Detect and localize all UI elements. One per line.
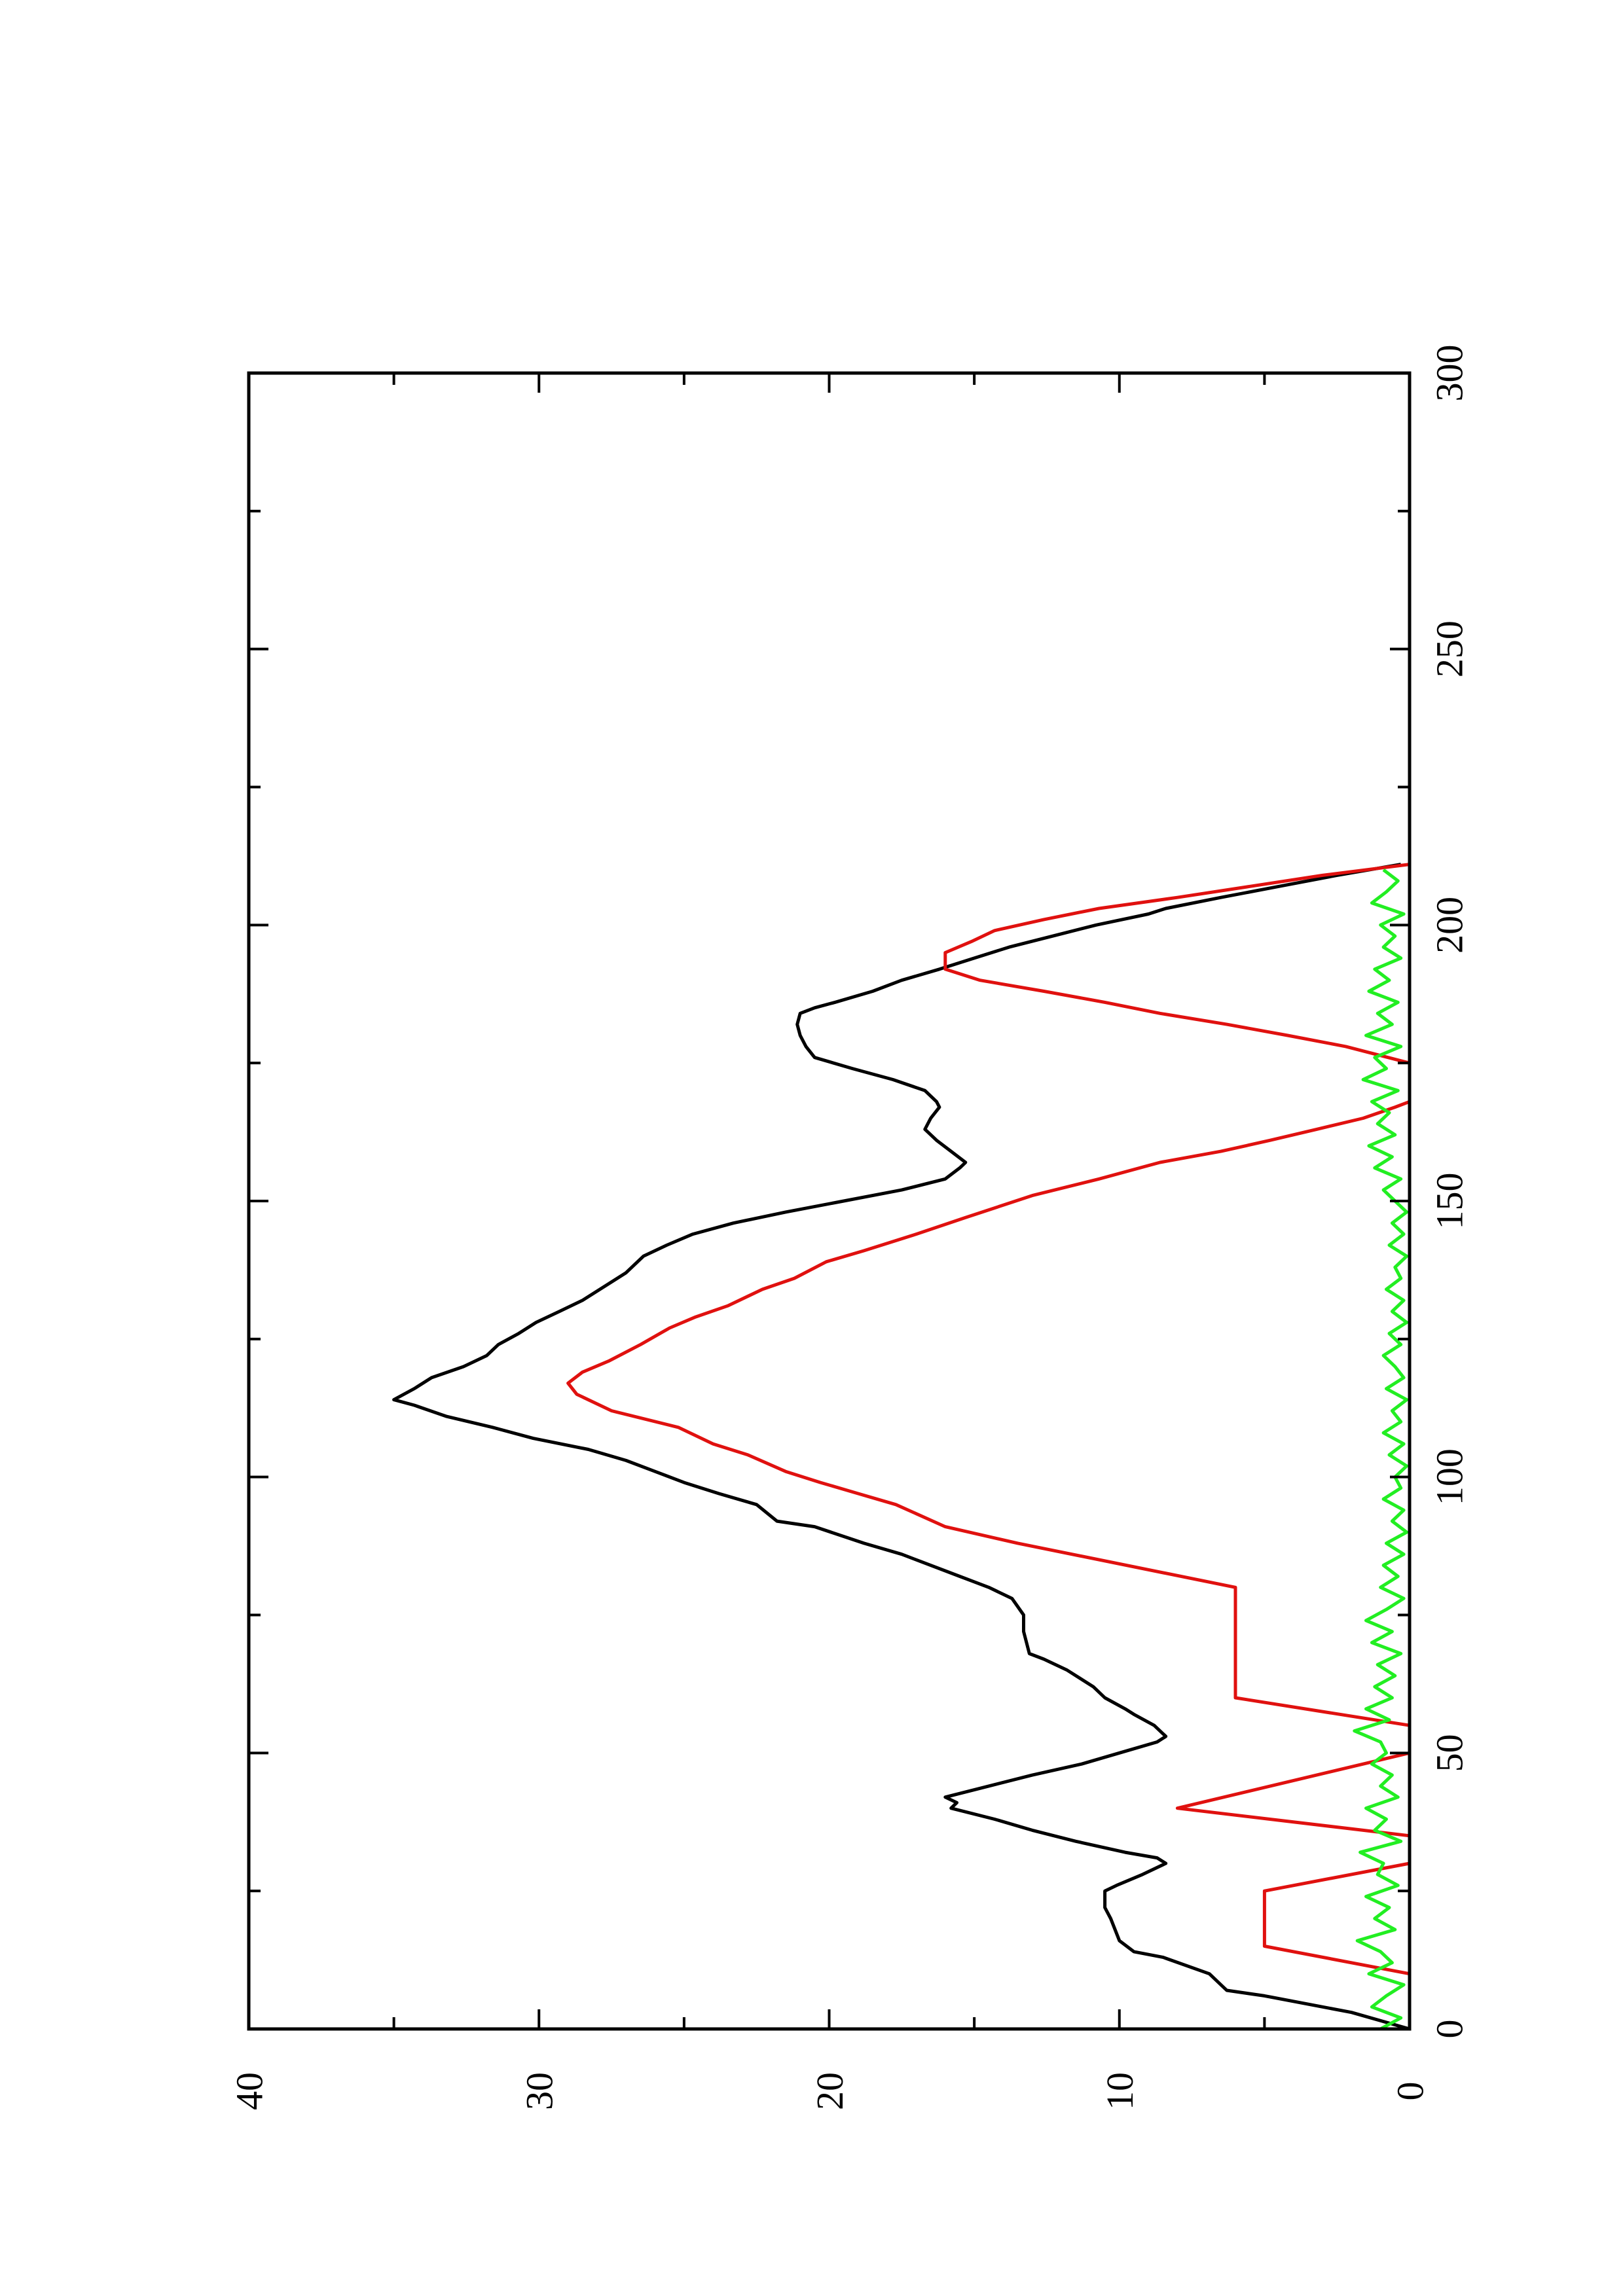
x-tick-label: 0 xyxy=(1428,2020,1470,2039)
y-tick-label: 0 xyxy=(1389,2082,1431,2101)
tick-marks xyxy=(247,372,1411,2030)
y-tick-label: 40 xyxy=(228,2072,270,2110)
y-tick-label: 20 xyxy=(809,2072,851,2110)
axes-frame xyxy=(247,371,1412,2031)
series-line-1 xyxy=(392,863,1410,2031)
plot-area xyxy=(392,863,1412,2031)
y-tick-label: 30 xyxy=(519,2072,561,2110)
x-tick-label: 100 xyxy=(1428,1448,1470,1505)
x-tick-label: 50 xyxy=(1428,1734,1470,1772)
series-line-2 xyxy=(566,863,1412,2029)
x-tick-label: 250 xyxy=(1428,620,1470,677)
y-tick-label: 10 xyxy=(1099,2072,1141,2110)
x-tick-label: 300 xyxy=(1428,345,1470,402)
tick-labels: 0 50 100 150 200 250 300 0 10 20 30 40 xyxy=(228,345,1470,2111)
series-line-3 xyxy=(1353,869,1409,2031)
x-tick-label: 200 xyxy=(1428,897,1470,954)
x-tick-label: 150 xyxy=(1428,1173,1470,1230)
